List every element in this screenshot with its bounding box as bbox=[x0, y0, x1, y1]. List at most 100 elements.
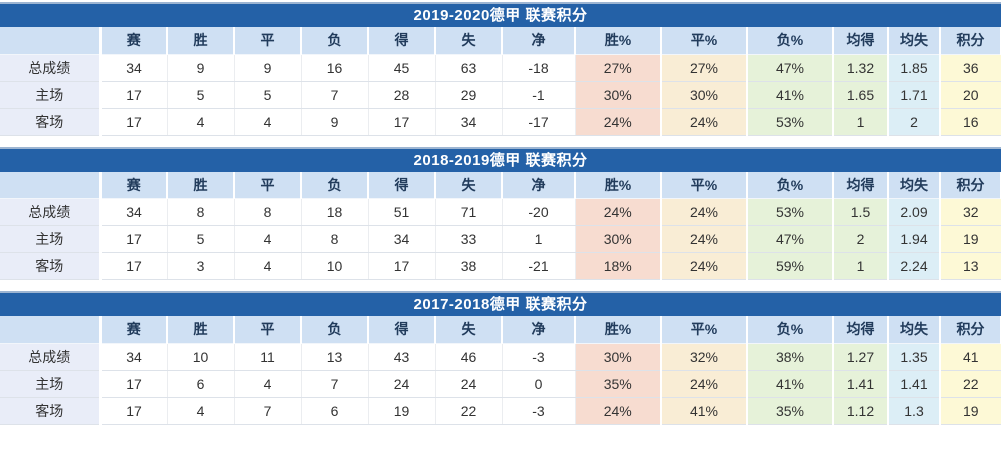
season-table-2017-2018: 2017-2018德甲 联赛积分 赛胜平负得失净胜% 平% 负% 均得 均失 积分 总成绩… bbox=[0, 291, 1001, 425]
cell-col-goals-against: 24 bbox=[435, 370, 503, 398]
header-col-draw-pct: 平% bbox=[661, 171, 748, 199]
cell-col-goals-against: 46 bbox=[435, 343, 503, 371]
header-col-goals-for: 得 bbox=[368, 171, 436, 199]
header-col-loss-pct: 负% bbox=[747, 171, 834, 199]
cell-col-points: 19 bbox=[940, 397, 1001, 425]
corner-cell bbox=[0, 27, 102, 55]
cell-col-avg-goals-for: 1 bbox=[833, 108, 889, 136]
cell-col-points: 13 bbox=[940, 252, 1001, 280]
table-header: 赛胜平负得失净胜% 平% 负% 均得 均失 积分 bbox=[0, 171, 1001, 199]
header-col-goal-diff: 净 bbox=[502, 316, 576, 344]
header-col-matches: 赛 bbox=[100, 316, 168, 344]
cell-col-draw-pct: 24% bbox=[661, 198, 748, 226]
cell-col-draw-pct: 24% bbox=[661, 252, 748, 280]
cell-col-goal-diff: 1 bbox=[502, 225, 576, 253]
row-label: 客场 bbox=[0, 397, 102, 425]
table-body: 总成绩 34 8 8 18 51 71 -20 24% 24% 53% 1.5 2.09 32 主场 17 5 4… bbox=[0, 198, 1001, 280]
header-col-avg-goals-against: 均失 bbox=[888, 171, 941, 199]
cell-col-goals-against: 63 bbox=[435, 54, 503, 82]
cell-col-goal-diff: -21 bbox=[502, 252, 576, 280]
cell-col-loss-pct: 59% bbox=[747, 252, 834, 280]
cell-col-loss-pct: 41% bbox=[747, 370, 834, 398]
cell-col-points: 20 bbox=[940, 81, 1001, 109]
cell-col-loss-pct: 47% bbox=[747, 54, 834, 82]
cell-col-losses: 18 bbox=[301, 198, 369, 226]
header-col-goals-against: 失 bbox=[435, 171, 503, 199]
row-label: 主场 bbox=[0, 225, 102, 253]
cell-col-win-pct: 24% bbox=[575, 397, 662, 425]
cell-col-losses: 7 bbox=[301, 81, 369, 109]
cell-col-avg-goals-against: 1.94 bbox=[888, 225, 941, 253]
cell-col-wins: 10 bbox=[167, 343, 235, 371]
cell-col-goals-for: 51 bbox=[368, 198, 436, 226]
cell-col-goal-diff: -20 bbox=[502, 198, 576, 226]
cell-col-win-pct: 24% bbox=[575, 108, 662, 136]
cell-col-draws: 4 bbox=[234, 108, 302, 136]
row-home: 主场 17 5 4 8 34 33 1 30% 24% 47% 2 1.94 19 bbox=[0, 225, 1001, 253]
cell-col-matches: 17 bbox=[100, 252, 168, 280]
header-row: 赛胜平负得失净胜% 平% 负% 均得 均失 积分 bbox=[0, 316, 1001, 344]
cell-col-wins: 3 bbox=[167, 252, 235, 280]
row-label: 客场 bbox=[0, 252, 102, 280]
cell-col-avg-goals-for: 2 bbox=[833, 225, 889, 253]
cell-col-goal-diff: -17 bbox=[502, 108, 576, 136]
cell-col-loss-pct: 35% bbox=[747, 397, 834, 425]
cell-col-avg-goals-against: 1.71 bbox=[888, 81, 941, 109]
header-row: 赛胜平负得失净胜% 平% 负% 均得 均失 积分 bbox=[0, 27, 1001, 55]
cell-col-goal-diff: 0 bbox=[502, 370, 576, 398]
cell-col-matches: 17 bbox=[100, 225, 168, 253]
cell-col-avg-goals-for: 1.5 bbox=[833, 198, 889, 226]
cell-col-goals-for: 17 bbox=[368, 108, 436, 136]
cell-col-avg-goals-for: 1.27 bbox=[833, 343, 889, 371]
header-col-points: 积分 bbox=[940, 27, 1001, 55]
row-away: 客场 17 4 7 6 19 22 -3 24% 41% 35% 1.12 1.3 19 bbox=[0, 397, 1001, 425]
header-col-loss-pct: 负% bbox=[747, 27, 834, 55]
header-col-goals-for: 得 bbox=[368, 27, 436, 55]
cell-col-draws: 4 bbox=[234, 252, 302, 280]
cell-col-goals-for: 45 bbox=[368, 54, 436, 82]
cell-col-goal-diff: -1 bbox=[502, 81, 576, 109]
cell-col-win-pct: 18% bbox=[575, 252, 662, 280]
header-col-draws: 平 bbox=[234, 316, 302, 344]
cell-col-wins: 9 bbox=[167, 54, 235, 82]
header-col-avg-goals-for: 均得 bbox=[833, 316, 889, 344]
cell-col-draw-pct: 41% bbox=[661, 397, 748, 425]
row-label: 客场 bbox=[0, 108, 102, 136]
cell-col-goals-for: 28 bbox=[368, 81, 436, 109]
cell-col-avg-goals-against: 2.24 bbox=[888, 252, 941, 280]
cell-col-wins: 5 bbox=[167, 225, 235, 253]
table-body: 总成绩 34 9 9 16 45 63 -18 27% 27% 47% 1.32 1.85 36 主场 17 5… bbox=[0, 54, 1001, 136]
cell-col-win-pct: 27% bbox=[575, 54, 662, 82]
cell-col-goal-diff: -3 bbox=[502, 397, 576, 425]
cell-col-win-pct: 30% bbox=[575, 81, 662, 109]
header-col-goals-against: 失 bbox=[435, 27, 503, 55]
stats-table: 赛胜平负得失净胜% 平% 负% 均得 均失 积分 总成绩 34 9 9 16 45 63 -18 27% 2… bbox=[0, 27, 1001, 136]
cell-col-goal-diff: -18 bbox=[502, 54, 576, 82]
cell-col-draws: 5 bbox=[234, 81, 302, 109]
cell-col-goals-against: 38 bbox=[435, 252, 503, 280]
cell-col-points: 36 bbox=[940, 54, 1001, 82]
header-col-win-pct: 胜% bbox=[575, 316, 662, 344]
cell-col-points: 32 bbox=[940, 198, 1001, 226]
table-body: 总成绩 34 10 11 13 43 46 -3 30% 32% 38% 1.27 1.35 41 主场 17… bbox=[0, 343, 1001, 425]
cell-col-avg-goals-for: 1.12 bbox=[833, 397, 889, 425]
row-away: 客场 17 3 4 10 17 38 -21 18% 24% 59% 1 2.24 13 bbox=[0, 252, 1001, 280]
cell-col-loss-pct: 47% bbox=[747, 225, 834, 253]
row-label: 主场 bbox=[0, 370, 102, 398]
row-label: 主场 bbox=[0, 81, 102, 109]
cell-col-loss-pct: 41% bbox=[747, 81, 834, 109]
header-col-goal-diff: 净 bbox=[502, 27, 576, 55]
cell-col-wins: 5 bbox=[167, 81, 235, 109]
cell-col-wins: 6 bbox=[167, 370, 235, 398]
cell-col-avg-goals-against: 2.09 bbox=[888, 198, 941, 226]
cell-col-goals-against: 34 bbox=[435, 108, 503, 136]
cell-col-avg-goals-for: 1.65 bbox=[833, 81, 889, 109]
cell-col-losses: 10 bbox=[301, 252, 369, 280]
cell-col-matches: 34 bbox=[100, 343, 168, 371]
corner-cell bbox=[0, 316, 102, 344]
cell-col-goals-for: 24 bbox=[368, 370, 436, 398]
header-col-goal-diff: 净 bbox=[502, 171, 576, 199]
header-row: 赛胜平负得失净胜% 平% 负% 均得 均失 积分 bbox=[0, 171, 1001, 199]
cell-col-matches: 17 bbox=[100, 370, 168, 398]
cell-col-draw-pct: 27% bbox=[661, 54, 748, 82]
